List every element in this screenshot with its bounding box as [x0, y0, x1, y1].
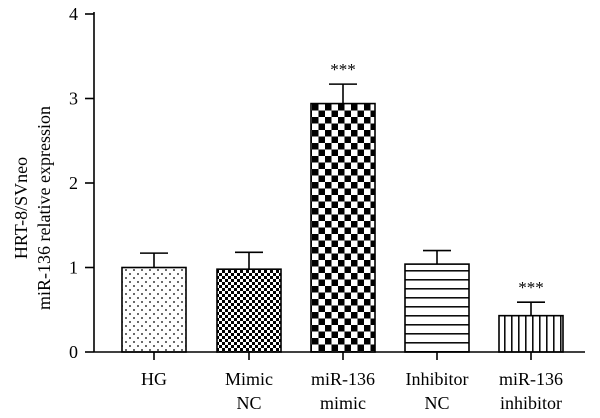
- x-tick-label-5-line-1: miR-136: [499, 369, 563, 389]
- significance-label-3: ***: [330, 60, 356, 79]
- y-tick-label-4: 4: [69, 4, 78, 24]
- bar-2: [216, 268, 282, 353]
- x-tick-label-2-line-2: NC: [236, 393, 261, 413]
- y-axis-label-line-1: HRT-8/SVneo: [11, 157, 31, 259]
- y-axis-label-line-2: miR-136 relative expression: [34, 106, 54, 310]
- bars-group: *** ***: [121, 60, 564, 353]
- x-tick-label-4-line-1: Inhibitor: [406, 369, 469, 389]
- bar-3: [310, 102, 376, 353]
- x-tick-label-5-line-2: inhibitor: [500, 393, 562, 413]
- x-tick-label-1-line-1: HG: [141, 369, 167, 389]
- y-tick-label-1: 1: [69, 258, 78, 278]
- y-axis-title: HRT-8/SVneo miR-136 relative expression: [11, 106, 54, 310]
- bar-5: [498, 314, 564, 353]
- y-tick-label-3: 3: [69, 89, 78, 109]
- axes-group: 0 1 2 3 4 HG Mimic NC miR-136 mimic Inhibitor NC miR…: [69, 4, 585, 413]
- x-tick-label-3-line-1: miR-136: [311, 369, 375, 389]
- y-tick-label-2: 2: [69, 173, 78, 193]
- bar-4: [404, 263, 470, 353]
- bar-1: [121, 266, 187, 353]
- significance-label-5: ***: [518, 278, 544, 297]
- x-tick-label-2-line-1: Mimic: [225, 369, 273, 389]
- y-tick-label-0: 0: [69, 342, 78, 362]
- x-tick-label-3-line-2: mimic: [320, 393, 366, 413]
- x-tick-label-4-line-2: NC: [424, 393, 449, 413]
